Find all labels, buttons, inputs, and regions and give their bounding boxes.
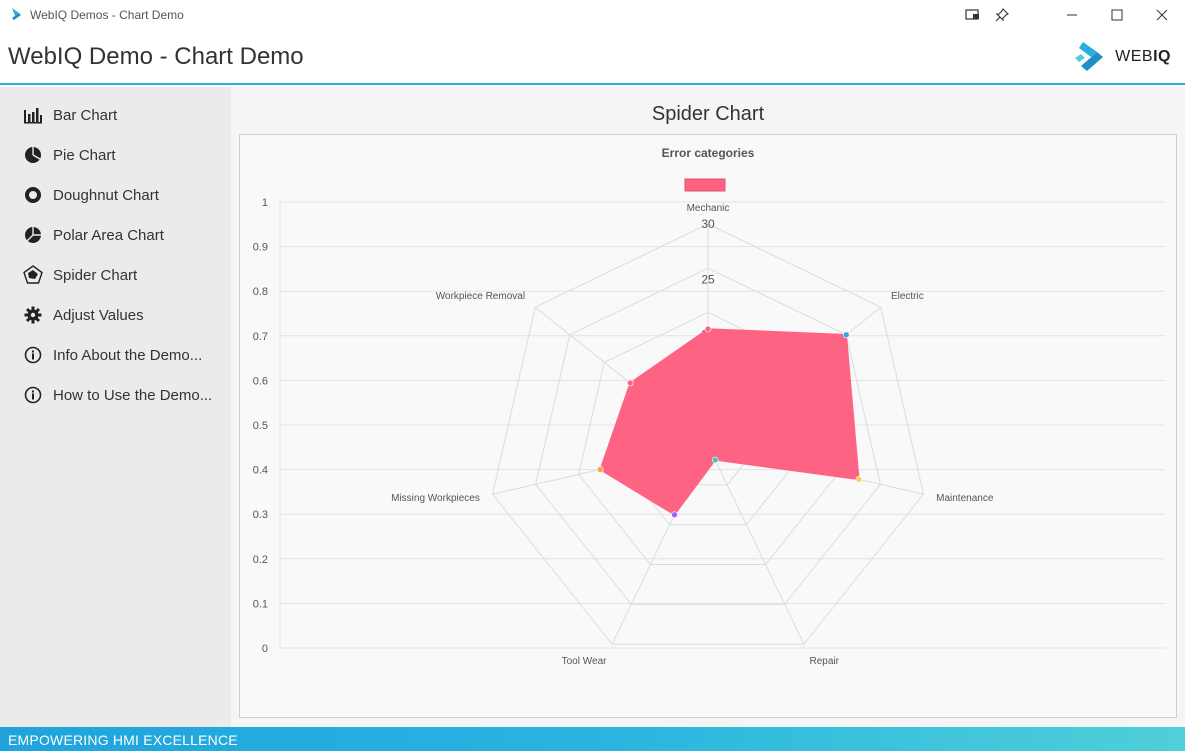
sidebar-item-label: Polar Area Chart — [53, 226, 164, 244]
radar-category-label: Repair — [810, 656, 840, 667]
radar-data-point[interactable] — [855, 476, 863, 483]
main-content: Spider Chart Error categories 1 0.9 0.8 0.7… — [231, 87, 1185, 727]
window-titlebar: WebIQ Demos - Chart Demo — [0, 0, 1185, 30]
radar-data-point[interactable] — [842, 331, 850, 339]
legend-swatch[interactable] — [684, 178, 726, 192]
sidebar-item-adjust-values[interactable]: Adjust Values — [0, 295, 231, 335]
sidebar-item-info-about-demo[interactable]: Info About the Demo... — [0, 335, 231, 375]
radar-category-label: Workpiece Removal — [436, 291, 525, 302]
left-axis-tick-label: 0.1 — [253, 598, 268, 610]
bar-chart-icon — [23, 105, 43, 125]
webiq-logo: WEBIQ — [1073, 40, 1171, 74]
radar-data-point[interactable] — [626, 379, 634, 387]
radar-category-label: Mechanic — [687, 203, 730, 214]
radar-data-point[interactable] — [596, 466, 604, 473]
app-header: WebIQ Demo - Chart Demo WEBIQ — [0, 30, 1185, 85]
left-axis-tick-label: 1 — [262, 197, 268, 209]
radar-spoke — [707, 444, 805, 645]
left-axis-tick-label: 0.6 — [253, 375, 268, 387]
doughnut-chart-icon — [23, 185, 43, 205]
spider-chart-icon — [23, 265, 43, 285]
page-title: WebIQ Demo - Chart Demo — [8, 43, 304, 70]
sidebar-item-label: Bar Chart — [53, 106, 118, 124]
sidebar-item-doughnut-chart[interactable]: Doughnut Chart — [0, 175, 231, 215]
footer-banner: EMPOWERING HMI EXCELLENCE — [0, 727, 1185, 751]
radar-category-label: Maintenance — [936, 493, 994, 504]
sidebar: Bar Chart Pie Chart Doughnut Chart Polar… — [0, 87, 231, 727]
info-icon — [23, 345, 43, 365]
footer-text: EMPOWERING HMI EXCELLENCE — [8, 732, 238, 748]
radar-data-point[interactable] — [671, 511, 678, 518]
maximize-button[interactable] — [1095, 0, 1139, 30]
radial-tick-label: 25 — [701, 272, 715, 286]
left-axis-tick-label: 0.2 — [253, 554, 268, 566]
radial-tick-label: 30 — [701, 217, 715, 231]
radar-category-label: Tool Wear — [562, 656, 608, 667]
info-icon — [23, 385, 43, 405]
sidebar-item-bar-chart[interactable]: Bar Chart — [0, 95, 231, 135]
radar-grid-ring — [491, 223, 925, 645]
section-title: Spider Chart — [651, 103, 765, 125]
left-axis-tick-label: 0.4 — [253, 465, 268, 477]
webiq-logo-icon — [1075, 42, 1104, 71]
webiq-app-icon — [12, 8, 21, 20]
chart-panel: Error categories 1 0.9 0.8 0.7 0.6 0.5 0.4 0.3 0… — [239, 134, 1177, 718]
left-axis-tick-label: 0.5 — [253, 420, 268, 432]
sidebar-item-label: Pie Chart — [53, 146, 116, 164]
minimize-button[interactable] — [1050, 0, 1094, 30]
cast-icon[interactable] — [951, 0, 995, 30]
left-axis-tick-label: 0.8 — [253, 286, 268, 298]
radar-data-point[interactable] — [704, 325, 712, 333]
sidebar-item-how-to-use-demo[interactable]: How to Use the Demo... — [0, 375, 231, 415]
sidebar-item-label: How to Use the Demo... — [53, 386, 213, 404]
spider-chart: Error categories 1 0.9 0.8 0.7 0.6 0.5 0.4 0.3 0… — [253, 146, 1165, 667]
sidebar-item-spider-chart[interactable]: Spider Chart — [0, 255, 231, 295]
left-axis-tick-label: 0.3 — [253, 509, 268, 521]
left-axis-tick-label: 0 — [262, 643, 268, 655]
sidebar-item-label: Adjust Values — [53, 306, 144, 324]
radar-grid-ring — [535, 267, 881, 605]
left-axis-tick-label: 0.7 — [253, 331, 268, 343]
radar-data-point[interactable] — [711, 456, 719, 464]
sidebar-item-polar-area-chart[interactable]: Polar Area Chart — [0, 215, 231, 255]
sidebar-item-label: Spider Chart — [53, 266, 138, 284]
close-button[interactable] — [1140, 0, 1184, 30]
logo-text: WEBIQ — [1115, 48, 1171, 65]
sidebar-item-label: Info About the Demo... — [53, 346, 203, 364]
sidebar-item-label: Doughnut Chart — [53, 186, 159, 204]
radar-series-area[interactable] — [599, 328, 860, 516]
sidebar-item-pie-chart[interactable]: Pie Chart — [0, 135, 231, 175]
polar-area-chart-icon — [23, 225, 43, 245]
pin-icon[interactable] — [980, 0, 1024, 30]
radar-category-label: Electric — [891, 291, 924, 302]
left-axis-tick-label: 0.9 — [253, 242, 268, 254]
gear-icon — [23, 305, 43, 325]
chart-title: Error categories — [662, 146, 755, 160]
radar-category-label: Missing Workpieces — [391, 493, 480, 504]
pie-chart-icon — [23, 145, 43, 165]
window-title: WebIQ Demos - Chart Demo — [30, 8, 184, 22]
